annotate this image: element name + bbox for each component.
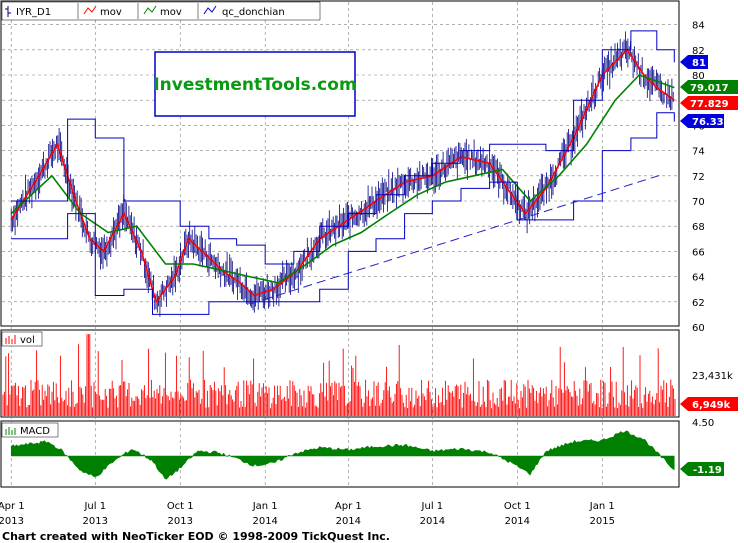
price-y-tick: 74 xyxy=(692,147,705,158)
flag-donchian-lower-text: 76.33 xyxy=(692,117,724,128)
macd-y-tick: 4.50 xyxy=(692,418,714,429)
flag-macd-text: -1.19 xyxy=(693,465,722,476)
price-y-tick: 72 xyxy=(692,172,705,183)
grid-lines xyxy=(2,2,678,486)
x-tick-year: 2014 xyxy=(336,516,361,527)
watermark-box xyxy=(154,51,356,117)
trend-line xyxy=(249,173,665,305)
volume-legend-icon xyxy=(5,335,16,344)
flag-macd: -1.19 xyxy=(680,462,724,476)
price-y-tick: 82 xyxy=(692,46,705,57)
macd-histogram xyxy=(10,430,675,480)
legend-mov-fast: mov xyxy=(100,7,122,18)
x-tick-year: 2015 xyxy=(590,516,615,527)
chart-credit: Chart created with NeoTicker EOD © 1998-… xyxy=(2,530,390,543)
mov-red-legend-icon xyxy=(83,5,97,15)
mov-green-legend-icon xyxy=(143,5,157,15)
x-tick-month: Jan 1 xyxy=(252,501,278,512)
flag-mov-fast: 77.829 xyxy=(680,96,738,110)
flag-donchian-lower: 76.33 xyxy=(680,114,724,128)
macd-legend: MACD xyxy=(1,422,59,438)
legend-symbol: IYR_D1 xyxy=(16,7,51,18)
legend: IYR_D1 mov mov qc_donchian xyxy=(1,1,321,21)
volume-bar xyxy=(2,334,676,416)
watermark-text: InvestmentTools.com xyxy=(153,75,356,95)
series-line-3 xyxy=(11,30,675,265)
x-tick-month: Oct 1 xyxy=(504,501,531,512)
x-tick-month: Apr 1 xyxy=(335,501,362,512)
x-tick-year: 2013 xyxy=(0,516,24,527)
x-tick-month: Oct 1 xyxy=(167,501,194,512)
volume-bars xyxy=(2,334,676,416)
price-y-tick: 80 xyxy=(692,71,705,82)
ohlc-legend-icon xyxy=(5,6,11,17)
flag-mov-slow: 79.017 xyxy=(680,80,738,94)
x-tick-year: 2013 xyxy=(83,516,108,527)
legend-mov-slow: mov xyxy=(160,7,182,18)
flag-donchian-upper: 81 xyxy=(680,55,708,69)
x-tick-month: Jul 1 xyxy=(421,501,444,512)
volume-legend-text: vol xyxy=(20,335,35,346)
macd-area xyxy=(10,430,675,480)
donchian-legend-icon xyxy=(203,5,217,15)
volume-legend: vol xyxy=(1,331,43,347)
flag-volume: 6,949k xyxy=(680,397,738,411)
price-y-tick: 84 xyxy=(692,21,705,32)
price-y-tick: 60 xyxy=(692,323,705,334)
volume-y-tick: 23,431k xyxy=(692,371,733,382)
price-y-tick: 68 xyxy=(692,222,705,233)
price-y-tick: 64 xyxy=(692,273,705,284)
flag-mov-fast-text: 77.829 xyxy=(690,99,729,110)
x-tick-year: 2014 xyxy=(252,516,277,527)
flag-donchian-upper-text: 81 xyxy=(692,58,706,69)
macd-legend-icon xyxy=(5,427,16,435)
series-line-4 xyxy=(11,112,675,315)
series-line-2 xyxy=(10,74,675,284)
x-tick-month: Jan 1 xyxy=(589,501,615,512)
price-y-tick: 66 xyxy=(692,247,705,258)
flag-mov-slow-text: 79.017 xyxy=(690,83,729,94)
x-tick-year: 2014 xyxy=(505,516,530,527)
x-tick-month: Apr 1 xyxy=(0,501,25,512)
x-tick-year: 2013 xyxy=(168,516,193,527)
price-y-tick: 62 xyxy=(692,298,705,309)
macd-legend-text: MACD xyxy=(20,426,50,437)
price-y-tick: 70 xyxy=(692,197,705,208)
x-tick-month: Jul 1 xyxy=(83,501,106,512)
legend-donchian: qc_donchian xyxy=(222,7,285,18)
indicator-lines xyxy=(10,30,675,315)
x-axis: Apr 1 2013 Jul 1 2013 Oct 1 2013 Jan 1 2014 Apr … xyxy=(0,501,615,527)
flag-volume-text: 6,949k xyxy=(692,400,731,411)
x-tick-year: 2014 xyxy=(420,516,445,527)
